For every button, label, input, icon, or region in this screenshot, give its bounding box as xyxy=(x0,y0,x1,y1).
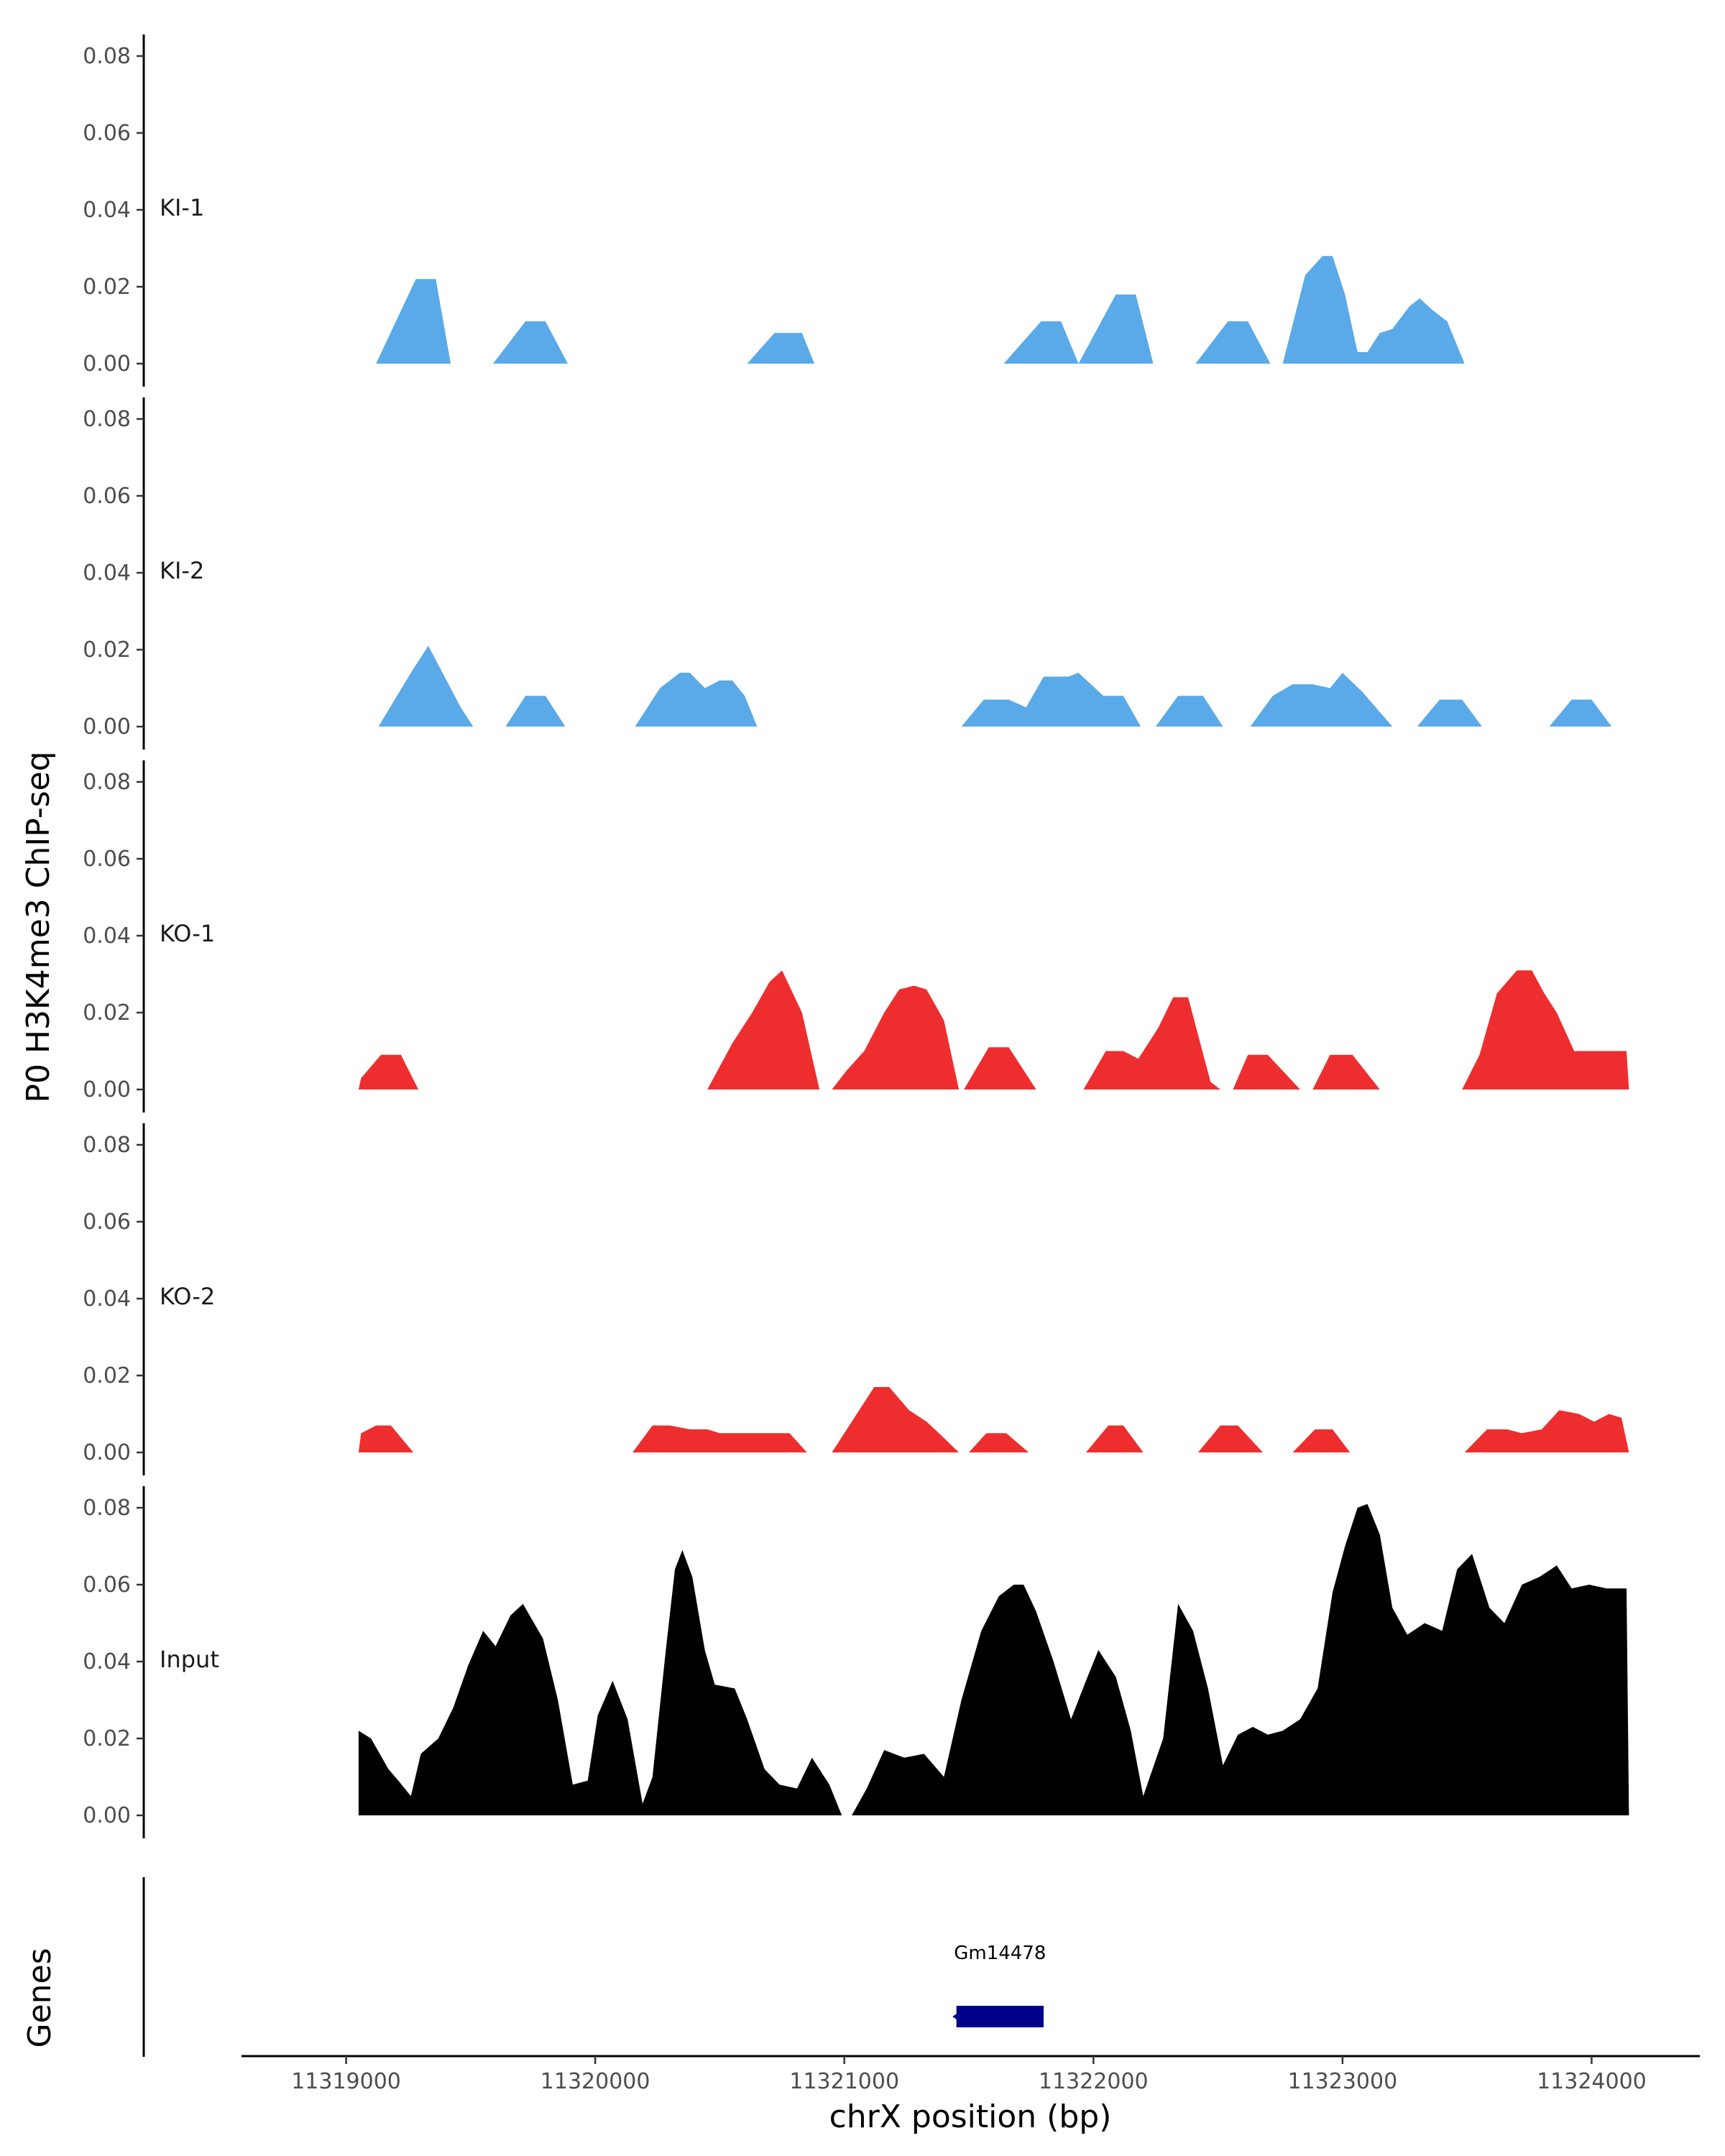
y-tick-label: 0.06 xyxy=(83,1572,131,1598)
x-axis: 11319000 11320000 11321000 11322000 11323000… xyxy=(242,2055,1700,2094)
y-axis-title: P0 H3K4me3 ChIP-seq xyxy=(20,751,57,1102)
y-tick-label: 0.02 xyxy=(83,1000,131,1026)
track-label: KO-2 xyxy=(160,1283,215,1310)
x-tick-label: 11324000 xyxy=(1537,2069,1647,2094)
track-ki-2: 0.00 0.02 0.04 0.06 0.08 KI-2 xyxy=(83,397,1629,750)
x-tick-label: 11322000 xyxy=(1039,2069,1149,2094)
y-tick-label: 0.08 xyxy=(83,1496,131,1521)
x-axis-title: chrX position (bp) xyxy=(829,2099,1112,2135)
track-panels: 0.00 0.02 0.04 0.06 0.08 KI-1 0.00 0.02 0.04 0.06… xyxy=(83,34,1629,1838)
x-tick-label: 11320000 xyxy=(540,2069,650,2094)
coverage-area-ko-2 xyxy=(358,1387,1629,1452)
y-tick-label: 0.02 xyxy=(83,1363,131,1388)
y-tick-label: 0.04 xyxy=(83,1649,131,1674)
y-tick-label: 0.00 xyxy=(83,714,131,740)
x-tick-label: 11321000 xyxy=(789,2069,899,2094)
track-label: KI-2 xyxy=(160,557,204,584)
gene-label: Gm14478 xyxy=(954,1943,1046,1964)
y-tick-label: 0.04 xyxy=(83,923,131,949)
track-label: KO-1 xyxy=(160,920,215,947)
y-tick-label: 0.06 xyxy=(83,121,131,146)
x-tick-label: 11323000 xyxy=(1288,2069,1398,2094)
track-ki-1: 0.00 0.02 0.04 0.06 0.08 KI-1 xyxy=(83,34,1487,387)
y-tick-label: 0.08 xyxy=(83,770,131,795)
y-tick-label: 0.04 xyxy=(83,1286,131,1312)
coverage-area-ko-1 xyxy=(358,970,1629,1089)
gene-gm14478: Gm14478 xyxy=(952,1943,1046,2027)
track-input: 0.00 0.02 0.04 0.06 0.08 Input xyxy=(83,1486,1629,1838)
y-tick-label: 0.04 xyxy=(83,561,131,586)
y-tick-label: 0.08 xyxy=(83,1133,131,1158)
y-tick-label: 0.00 xyxy=(83,1803,131,1828)
coverage-area-input xyxy=(358,1503,1629,1815)
track-label: Input xyxy=(160,1646,219,1673)
coverage-area-ki-1 xyxy=(376,256,1487,364)
y-tick-label: 0.00 xyxy=(83,351,131,377)
x-tick-label: 11319000 xyxy=(291,2069,401,2094)
y-tick-label: 0.06 xyxy=(83,1210,131,1235)
y-tick-label: 0.02 xyxy=(83,1726,131,1751)
coverage-area-ki-2 xyxy=(378,645,1629,727)
track-ko-2: 0.00 0.02 0.04 0.06 0.08 KO-2 xyxy=(83,1123,1629,1475)
y-tick-label: 0.00 xyxy=(83,1440,131,1465)
y-tick-label: 0.06 xyxy=(83,484,131,509)
y-tick-label: 0.06 xyxy=(83,847,131,872)
genes-panel: Gm14478 xyxy=(142,1877,1046,2057)
strand-arrow xyxy=(952,2010,963,2023)
track-ko-1: 0.00 0.02 0.04 0.06 0.08 KO-1 xyxy=(83,760,1629,1112)
track-label: KI-1 xyxy=(160,194,204,221)
y-tick-label: 0.02 xyxy=(83,637,131,663)
y-tick-label: 0.08 xyxy=(83,44,131,69)
genes-axis-title: Genes xyxy=(22,1948,58,2047)
y-tick-label: 0.08 xyxy=(83,407,131,432)
gene-body xyxy=(956,2006,1044,2027)
y-tick-label: 0.02 xyxy=(83,275,131,300)
y-tick-label: 0.00 xyxy=(83,1077,131,1102)
y-tick-label: 0.04 xyxy=(83,198,131,223)
